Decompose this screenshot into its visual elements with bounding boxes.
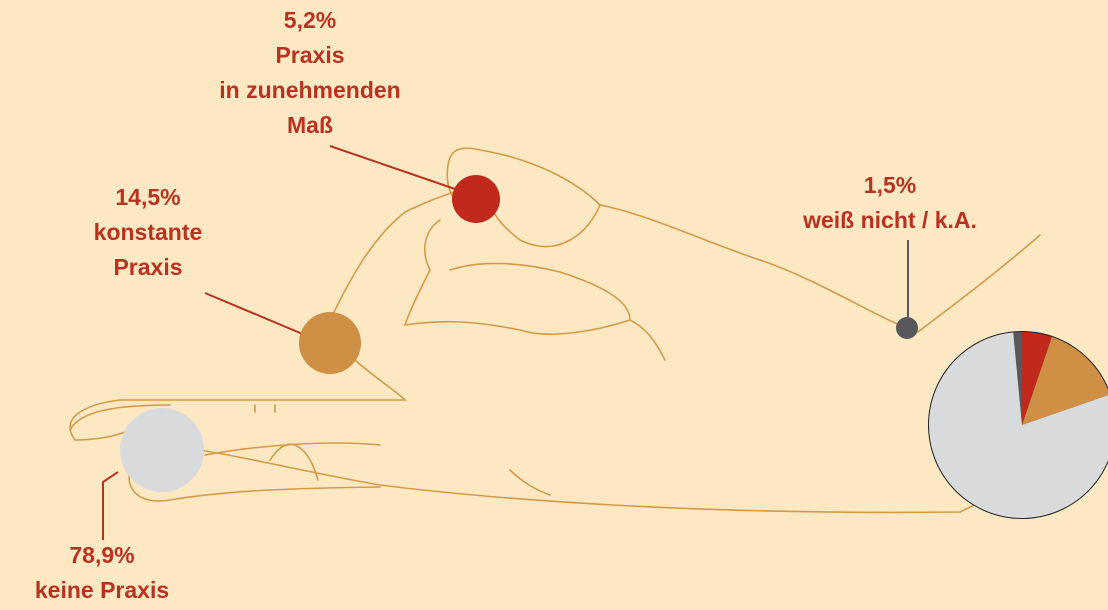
category-label: keine Praxis: [0, 573, 252, 608]
label: 5,2%Praxis in zunehmenden Maß: [160, 3, 460, 143]
label: 1,5%weiß nicht / k.A.: [740, 168, 1040, 238]
value-label: 78,9%: [0, 538, 252, 573]
value-label: 5,2%: [160, 3, 460, 38]
infographic: 5,2%Praxis in zunehmenden Maß 14,5%konst…: [0, 0, 1108, 610]
dot: [452, 175, 500, 223]
category-label: weiß nicht / k.A.: [740, 203, 1040, 238]
value-label: 14,5%: [0, 180, 298, 215]
value-label: 1,5%: [740, 168, 1040, 203]
category-label: konstante Praxis: [0, 215, 298, 285]
dot: [896, 317, 918, 339]
label: 78,9%keine Praxis: [0, 538, 252, 608]
dot: [120, 408, 204, 492]
category-label: Praxis in zunehmenden Maß: [160, 38, 460, 143]
dot: [299, 312, 361, 374]
label: 14,5%konstante Praxis: [0, 180, 298, 285]
